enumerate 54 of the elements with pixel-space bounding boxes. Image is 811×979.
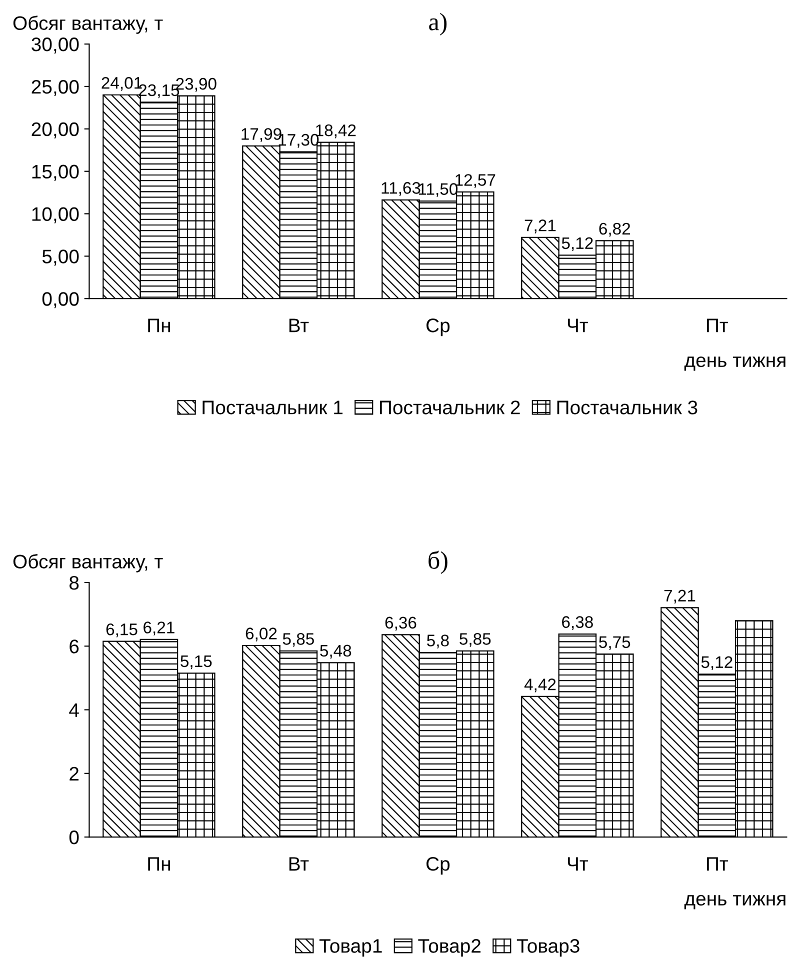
x-tick-label: Чт <box>568 857 588 871</box>
legend-label: Товар1 <box>319 939 382 957</box>
legend-label: Постачальник 1 <box>202 400 343 414</box>
data-label: 7,21 <box>524 220 556 234</box>
legend-label: Товар2 <box>418 939 480 957</box>
y-axis-title: Обсяг вантажу, т <box>13 16 163 34</box>
chart-title: а) <box>429 12 447 36</box>
data-label: 5,85 <box>460 633 491 647</box>
x-tick-label: Пн <box>148 857 170 871</box>
x-axis-title: день тижня <box>684 356 786 371</box>
legend-label: Постачальник 3 <box>557 400 698 414</box>
y-tick-label: 0 <box>69 830 79 844</box>
x-tick-label: Пт <box>707 857 728 871</box>
x-axis-title: день тижня <box>684 894 786 910</box>
data-label: 6,82 <box>599 222 630 237</box>
y-tick-label: 6 <box>70 640 79 654</box>
data-label: 5,15 <box>180 655 212 670</box>
y-tick-label: 0,00 <box>42 292 79 308</box>
x-tick-label: Вт <box>289 857 309 871</box>
data-label: 5,12 <box>562 237 593 252</box>
data-label: 12,57 <box>456 174 496 188</box>
data-label: 7,21 <box>664 590 696 604</box>
x-tick-label: Ср <box>426 318 450 336</box>
data-label: 5,8 <box>427 634 449 648</box>
data-label: 4,42 <box>524 678 556 692</box>
legend-label: Товар3 <box>516 939 580 957</box>
data-label: 6,38 <box>562 616 593 630</box>
data-label: 11,50 <box>418 183 458 197</box>
x-tick-label: Пн <box>148 318 170 332</box>
x-tick-label: Ср <box>426 857 450 875</box>
data-label: 5,75 <box>599 636 630 650</box>
y-tick-label: 8 <box>70 576 79 590</box>
data-label: 6,02 <box>246 628 277 642</box>
legend-label: Постачальник 2 <box>380 400 520 414</box>
y-axis-title: Обсяг вантажу, т <box>13 554 163 572</box>
y-tick-label: 4 <box>69 703 79 717</box>
x-tick-label: Чт <box>568 318 588 332</box>
data-label: 11,63 <box>382 182 420 196</box>
y-tick-label: 2 <box>70 766 79 780</box>
chart-title: б) <box>428 550 448 574</box>
x-tick-label: Вт <box>289 318 309 332</box>
data-label: 5,85 <box>282 633 314 647</box>
data-label: 5,48 <box>320 644 352 659</box>
y-tick-label: 30,00 <box>32 38 79 54</box>
data-label: 6,36 <box>385 616 416 631</box>
x-tick-label: Пт <box>707 318 728 332</box>
y-tick-label: 20,00 <box>32 122 79 138</box>
data-label: 6,21 <box>144 622 174 636</box>
y-tick-label: 15,00 <box>32 164 79 181</box>
data-label: 6,15 <box>106 623 138 638</box>
y-tick-label: 25,00 <box>32 80 79 96</box>
data-label: 5,12 <box>701 656 732 670</box>
y-tick-label: 5,00 <box>42 250 79 266</box>
y-tick-label: 10,00 <box>32 207 79 224</box>
